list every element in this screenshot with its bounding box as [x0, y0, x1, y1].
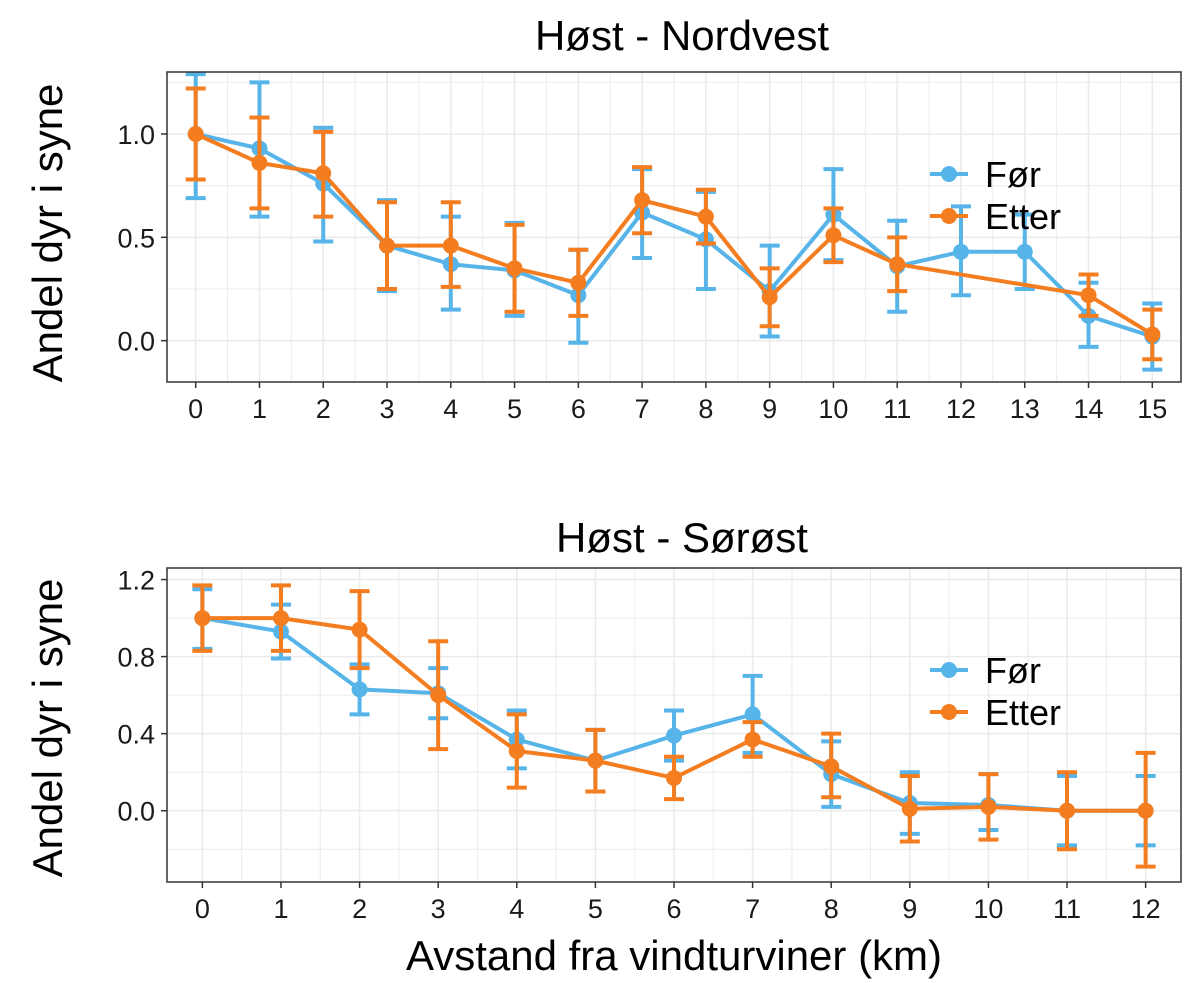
data-point	[823, 758, 840, 775]
x-tick-label: 15	[1137, 394, 1167, 424]
data-point	[744, 706, 761, 723]
y-tick-label: 0.4	[117, 720, 155, 750]
data-point	[351, 681, 368, 698]
series-line	[194, 132, 1154, 337]
data-point	[587, 752, 604, 769]
legend-label-for: Før	[985, 154, 1041, 195]
data-point	[666, 769, 682, 786]
x-tick-label: 1	[273, 894, 288, 924]
panel-sorost: Høst - Sørøst Andel dyr i syne 0.0 0.4 0.8…	[24, 514, 1182, 924]
data-point	[825, 227, 842, 244]
data-point	[251, 154, 268, 171]
x-tick-label: 10	[973, 894, 1003, 924]
data-point	[1144, 326, 1161, 343]
data-point	[1059, 802, 1076, 819]
x-tick-label: 1	[252, 394, 267, 424]
x-tick-label: 5	[588, 894, 603, 924]
data-point	[889, 256, 906, 273]
y-tick-label: 0.0	[117, 327, 155, 357]
data-point	[570, 274, 587, 291]
x-tick-label: 3	[380, 394, 395, 424]
y-tick-label: 0.5	[117, 223, 155, 253]
x-tick-label: 0	[195, 894, 210, 924]
data-point	[442, 237, 459, 254]
x-tick-label: 7	[745, 894, 760, 924]
x-tick-label: 2	[352, 894, 367, 924]
legend-label-etter: Etter	[985, 196, 1061, 237]
data-point	[980, 798, 997, 815]
data-point	[315, 165, 332, 182]
series-line	[195, 132, 1153, 339]
x-tick-label: 13	[1010, 394, 1040, 424]
data-point	[634, 192, 651, 209]
data-point	[901, 800, 918, 817]
legend-label-etter: Etter	[985, 692, 1061, 733]
data-point	[272, 610, 289, 627]
y-tick-label: 0.8	[117, 643, 155, 673]
data-point	[761, 289, 778, 306]
x-tick-label: 11	[883, 394, 911, 424]
data-point	[1016, 243, 1033, 260]
x-tick-label: 6	[571, 394, 586, 424]
y-tick-label: 0.0	[117, 797, 155, 827]
x-tick-label: 8	[698, 394, 713, 424]
legend-label-for: Før	[985, 650, 1041, 691]
data-point	[187, 126, 204, 142]
x-tick-label: 6	[666, 894, 681, 924]
legend-key-point	[941, 166, 957, 182]
data-point	[351, 621, 368, 638]
x-tick-label: 11	[1053, 894, 1081, 924]
data-point	[194, 610, 211, 627]
x-tick-label: 0	[188, 394, 203, 424]
chart-title: Høst - Nordvest	[535, 12, 829, 59]
data-point	[379, 237, 396, 254]
panel-border	[166, 71, 1182, 383]
y-tick-label: 1.0	[117, 120, 155, 150]
legend-key-point	[941, 208, 957, 224]
data-point	[952, 243, 969, 260]
x-tick-label: 4	[509, 894, 524, 924]
y-tick-label: 1.2	[117, 566, 155, 596]
series-etter	[185, 86, 1163, 362]
x-tick-label: 7	[635, 394, 650, 424]
legend: Før Etter	[930, 650, 1061, 733]
data-point	[506, 260, 523, 277]
y-axis-label: Andel dyr i syne	[24, 84, 71, 383]
x-tick-label: 5	[507, 394, 522, 424]
data-point	[1080, 287, 1097, 304]
x-tick-label: 12	[946, 394, 976, 424]
x-tick-label: 4	[443, 394, 458, 424]
x-tick-label: 12	[1131, 894, 1161, 924]
legend: Før Etter	[930, 154, 1061, 237]
x-tick-label: 14	[1074, 394, 1104, 424]
data-point	[430, 687, 447, 704]
x-tick-label: 2	[316, 394, 331, 424]
data-point	[666, 727, 682, 744]
data-point	[744, 731, 761, 748]
x-tick-label: 8	[824, 894, 839, 924]
x-axis-label: Avstand fra vindturviner (km)	[406, 932, 942, 979]
x-tick-label: 10	[818, 394, 848, 424]
series-etter	[192, 583, 1156, 869]
legend-key-point	[941, 704, 957, 720]
data-point	[697, 208, 714, 225]
data-point	[508, 743, 525, 760]
x-tick-label: 3	[431, 894, 446, 924]
data-point	[1137, 802, 1154, 819]
y-axis-label: Andel dyr i syne	[24, 579, 71, 878]
x-tick-label: 9	[902, 894, 917, 924]
x-tick-label: 9	[762, 394, 777, 424]
panel-nordvest: Høst - Nordvest Andel dyr i syne 0.0 0.5 1…	[24, 12, 1182, 424]
legend-key-point	[941, 662, 957, 678]
chart-title: Høst - Sørøst	[556, 514, 808, 561]
